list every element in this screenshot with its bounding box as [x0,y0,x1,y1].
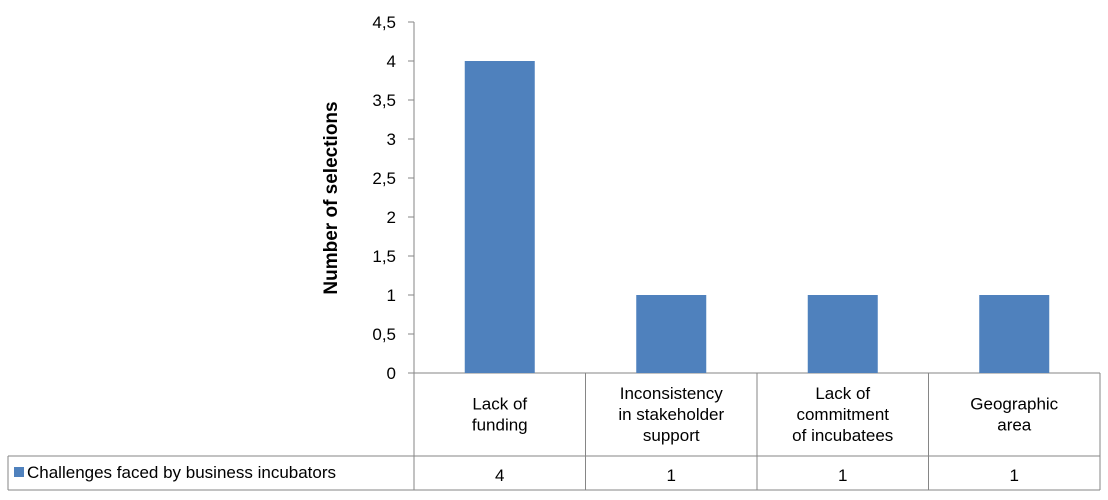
y-tick-label: 2,5 [372,169,396,188]
category-label-line: support [643,426,700,445]
bar[interactable] [807,295,878,373]
category-label-line: Lack of [815,384,870,403]
category-label-line: funding [472,415,528,434]
category-label-line: Inconsistency [620,384,723,403]
category-label-line: in stakeholder [618,405,724,424]
category-label-line: Lack of [472,394,527,413]
data-table-value: 1 [1010,466,1019,485]
bar[interactable] [464,61,535,373]
category-label: Lack of commitment of incubatees [792,384,893,445]
y-tick-label: 4 [387,52,396,71]
y-tick-label: 1 [387,286,396,305]
data-table-value: 1 [667,466,676,485]
data-table-value: 1 [838,466,847,485]
category-label-line: area [997,415,1032,434]
y-tick-label: 0,5 [372,325,396,344]
y-axis-title: Number of selections [321,101,342,294]
legend-label: Challenges faced by business incubators [27,463,336,482]
category-label: Geographic area [970,394,1058,434]
category-label: Inconsistency in stakeholder support [618,384,724,445]
category-label-line: Geographic [970,394,1058,413]
y-tick-label: 3 [387,130,396,149]
y-tick-label: 4,5 [372,13,396,32]
bar[interactable] [979,295,1050,373]
data-table-value: 4 [495,466,504,485]
y-tick-label: 0 [387,364,396,383]
legend-swatch [14,467,24,477]
category-label-line: commitment [796,405,889,424]
y-tick-label: 2 [387,208,396,227]
category-label-line: of incubatees [792,426,893,445]
category-label: Lack of funding [472,394,528,434]
y-tick-label: 1,5 [372,247,396,266]
y-tick-label: 3,5 [372,91,396,110]
bar[interactable] [636,295,707,373]
